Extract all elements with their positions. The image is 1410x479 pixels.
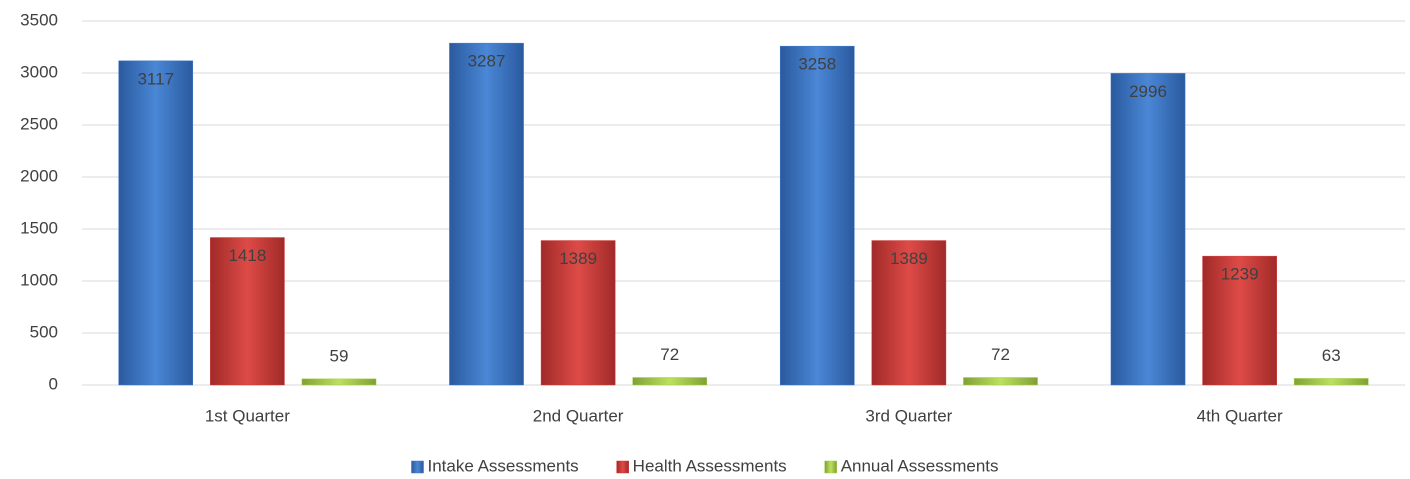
- x-tick-label: 3rd Quarter: [865, 406, 952, 425]
- data-label: 1418: [228, 246, 266, 265]
- data-label: 63: [1322, 346, 1341, 365]
- data-label: 72: [660, 345, 679, 364]
- legend-label: Annual Assessments: [841, 456, 999, 475]
- y-tick-label: 2000: [20, 166, 58, 185]
- y-tick-label: 1500: [20, 218, 58, 237]
- y-tick-label: 500: [30, 322, 58, 341]
- bar: [301, 378, 377, 386]
- bar: [449, 42, 524, 386]
- data-label: 59: [330, 346, 349, 365]
- x-tick-label: 1st Quarter: [205, 406, 290, 425]
- x-tick-label: 4th Quarter: [1197, 406, 1283, 425]
- data-label: 3258: [798, 55, 836, 74]
- data-label: 1389: [559, 249, 597, 268]
- y-tick-label: 3000: [20, 62, 58, 81]
- bar: [779, 45, 855, 386]
- bar: [1293, 378, 1369, 386]
- bar: [210, 237, 285, 386]
- legend-swatch: [616, 460, 629, 474]
- y-tick-label: 0: [49, 374, 58, 393]
- bar: [540, 240, 616, 386]
- legend-swatch: [411, 460, 424, 474]
- bar: [1202, 255, 1277, 386]
- data-label: 1389: [890, 249, 928, 268]
- legend-swatch: [824, 460, 837, 474]
- bar: [871, 240, 947, 386]
- y-tick-label: 3500: [20, 10, 58, 29]
- legend-label: Intake Assessments: [427, 456, 578, 475]
- data-label: 2996: [1129, 82, 1167, 101]
- bar: [1110, 73, 1186, 386]
- data-label: 72: [991, 345, 1010, 364]
- y-tick-label: 2500: [20, 114, 58, 133]
- y-tick-label: 1000: [20, 270, 58, 289]
- data-label: 1239: [1221, 265, 1259, 284]
- data-label: 3287: [468, 52, 506, 71]
- x-tick-label: 2nd Quarter: [533, 406, 624, 425]
- bar: [632, 377, 708, 386]
- legend-label: Health Assessments: [633, 456, 787, 475]
- bar: [963, 377, 1038, 386]
- bar: [118, 60, 194, 386]
- data-label: 3117: [137, 69, 174, 88]
